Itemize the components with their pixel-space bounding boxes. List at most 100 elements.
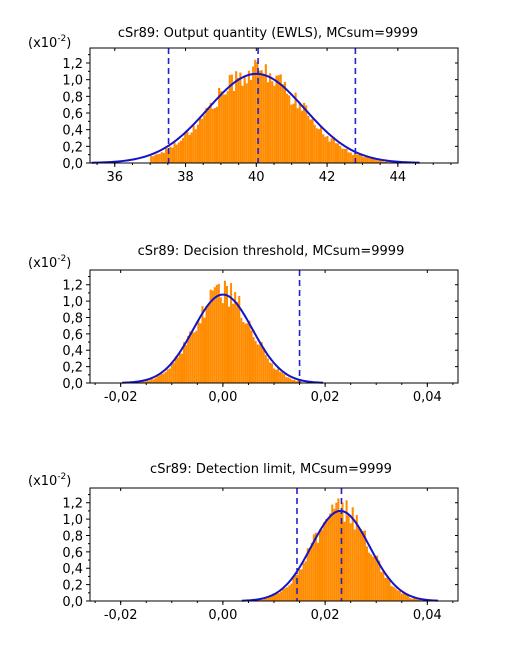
histogram-bar [292,104,294,163]
y-tick-label: 0,6 [62,107,83,122]
histogram-bar [171,148,173,163]
histogram-bar [244,324,246,383]
histogram-bar [356,515,358,601]
histogram-bar [208,304,210,383]
histogram-bar [356,154,358,163]
histogram-bar [161,374,163,383]
histogram-bar [358,155,360,163]
histogram-bar [161,152,163,163]
histogram-bar [303,103,305,163]
histogram-bar [218,284,220,383]
chart-title: cSr89: Decision threshold, MCsum=9999 [138,244,405,259]
histogram-bar [386,577,388,601]
histogram-bar [269,73,271,163]
histogram-bar [163,153,165,163]
histogram-bar [288,585,290,601]
histogram-bar [337,498,339,601]
histogram-bar [346,500,348,601]
histogram-bar [191,332,193,383]
y-tick-label: 1,0 [62,295,83,310]
histogram-bar [188,135,190,163]
histogram-bar [397,590,399,601]
histogram-bar [152,379,154,383]
histogram-bar [277,369,279,383]
histogram-bar [220,297,222,383]
histogram-bar [190,132,192,163]
histogram-bar [331,138,333,163]
histogram-bar [369,158,371,163]
histogram-bar [343,149,345,163]
histogram-bar [212,291,214,383]
histogram-bar [232,304,234,383]
histogram-bar [236,302,238,383]
histogram-bar [301,569,303,601]
histogram-bar [199,117,201,163]
histogram-bar [276,593,278,601]
histogram-bar [186,132,188,163]
histogram-bar [248,321,250,383]
histogram-bar [339,512,341,601]
histogram-bar [393,587,395,601]
histogram-bar [163,373,165,383]
histogram-bar [246,323,248,383]
histogram-bar [154,378,156,383]
histogram-bar [180,141,182,163]
histogram-bar [285,377,287,383]
histogram-bar [195,331,197,383]
histogram-bar [173,363,175,383]
histogram-bar [241,86,243,163]
histogram-bar [227,91,229,163]
histogram-bar [261,70,263,163]
histogram-bar [305,561,307,601]
histogram-bar [365,157,367,163]
histogram-bar [348,515,350,601]
y-tick-label: 1,2 [62,57,83,72]
histogram-bar [210,103,212,163]
histogram-bar [290,583,292,601]
histogram-bar [250,331,252,383]
histogram-bar [312,119,314,163]
histogram-bar [150,156,152,163]
histogram-bar [290,105,292,163]
y-tick-label: 0,0 [62,157,83,172]
histogram-bar [388,580,390,601]
histogram-bar [294,573,296,601]
histogram-bar [337,143,339,163]
histogram-bar [267,358,269,383]
histogram-bar [315,533,317,601]
histogram-bar [288,95,290,163]
histogram-bar [216,285,218,383]
histogram-bar [360,529,362,601]
histogram-bar [282,589,284,601]
histogram-bar [181,354,183,383]
histogram-bar [354,530,356,601]
histogram-bar [279,372,281,383]
histogram-bar [286,94,288,163]
histogram-bar [231,75,233,163]
histogram-bar [159,154,161,163]
histogram-bar [233,91,235,163]
histogram-bar [154,155,156,163]
histogram-bar [253,337,255,383]
y-tick-label: 0,6 [62,546,83,561]
histogram-bar [321,530,323,601]
y-tick-label: 0,2 [62,579,83,594]
histogram-bar [254,60,256,163]
histogram-bar [289,378,291,383]
histogram-bar [152,156,154,163]
x-tick-label: 38 [177,170,194,185]
histogram-bar [333,509,335,601]
histogram-bar [165,372,167,383]
histogram-bar [205,108,207,163]
histogram-bar [201,306,203,383]
histogram-bar [189,331,191,383]
y-tick-label: 0,4 [62,344,83,359]
histogram-bar [185,345,187,383]
histogram-bar [212,109,214,163]
histogram-bar [265,355,267,383]
histogram-bar [311,543,313,601]
x-tick-label: 0,02 [311,608,340,623]
histogram-bar [206,306,208,383]
histogram-bar [382,570,384,601]
histogram-bar [252,66,254,163]
